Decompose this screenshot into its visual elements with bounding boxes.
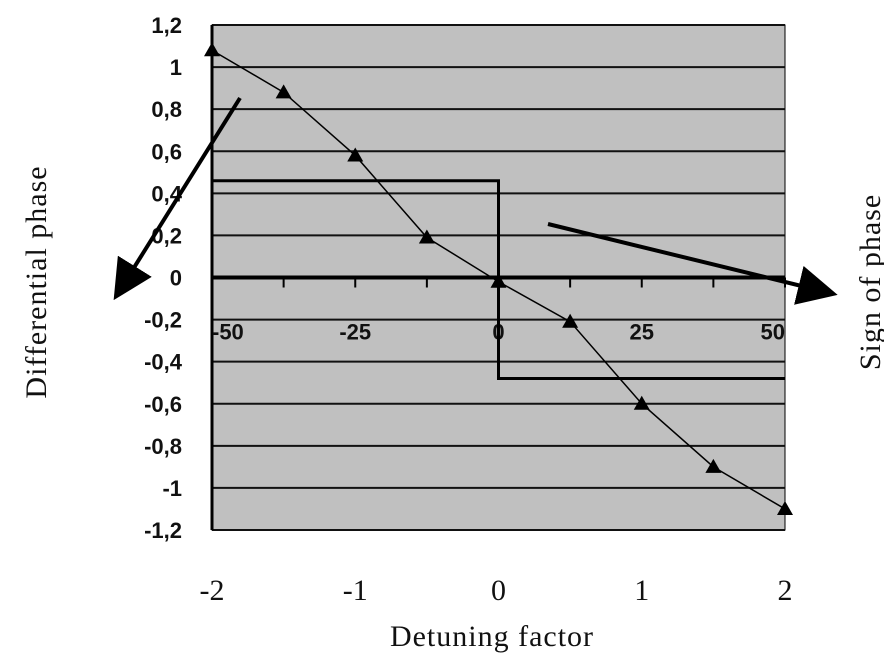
data-point — [490, 273, 507, 288]
y-tick-label: 0,4 — [151, 181, 182, 206]
data-point — [705, 458, 722, 473]
y-tick-label: 0,2 — [151, 223, 182, 248]
x-outer-tick-label: 2 — [778, 574, 793, 607]
x-outer-tick-label: 1 — [634, 574, 649, 607]
arrow-to-y-axis — [113, 96, 242, 301]
x-inner-tick-labels: -50 -25 0 25 50 — [212, 320, 785, 345]
y2-axis-title: Sign of phase — [854, 194, 884, 370]
x-inner-tick-label: 25 — [630, 320, 654, 345]
y-tick-label: 0,8 — [151, 97, 182, 122]
y-axis-title: Differential phase — [20, 165, 53, 398]
data-point — [204, 42, 220, 57]
data-point — [633, 395, 650, 410]
y-tick-label: -0,8 — [144, 434, 182, 459]
y-tick-label: 1 — [170, 55, 182, 80]
y-tick-label: -1,2 — [144, 518, 182, 543]
x-outer-tick-label: -1 — [343, 574, 368, 607]
data-point — [275, 84, 292, 99]
y-tick-label: 0 — [170, 266, 182, 291]
x-outer-tick-label: -2 — [200, 574, 225, 607]
data-point — [418, 229, 435, 244]
y-tick-label: -0,4 — [144, 350, 183, 375]
x-outer-tick-label: 0 — [491, 574, 506, 607]
x-axis-title: Detuning factor — [390, 620, 594, 653]
x-inner-tick-label: 50 — [761, 320, 785, 345]
y-tick-label: 1,2 — [151, 13, 182, 38]
y-tick-label: -1 — [162, 476, 182, 501]
data-point — [347, 147, 364, 162]
x-inner-tick-label: -25 — [339, 320, 371, 345]
data-point — [562, 313, 579, 328]
y-tick-label: 0,6 — [151, 139, 182, 164]
x-inner-tick-label: -50 — [212, 320, 244, 345]
y-tick-label: -0,6 — [144, 392, 182, 417]
x-outer-tick-labels: -2 -1 0 1 2 — [200, 574, 793, 607]
data-point — [777, 500, 793, 515]
y-tick-label: -0,2 — [144, 308, 182, 333]
arrow-to-y2-axis — [547, 222, 838, 305]
data-markers — [204, 42, 793, 515]
y-tick-labels: 1,2 1 0,8 0,6 0,4 0,2 0 -0,2 -0,4 -0,6 -0,8 -1 -1,2 — [144, 13, 183, 543]
